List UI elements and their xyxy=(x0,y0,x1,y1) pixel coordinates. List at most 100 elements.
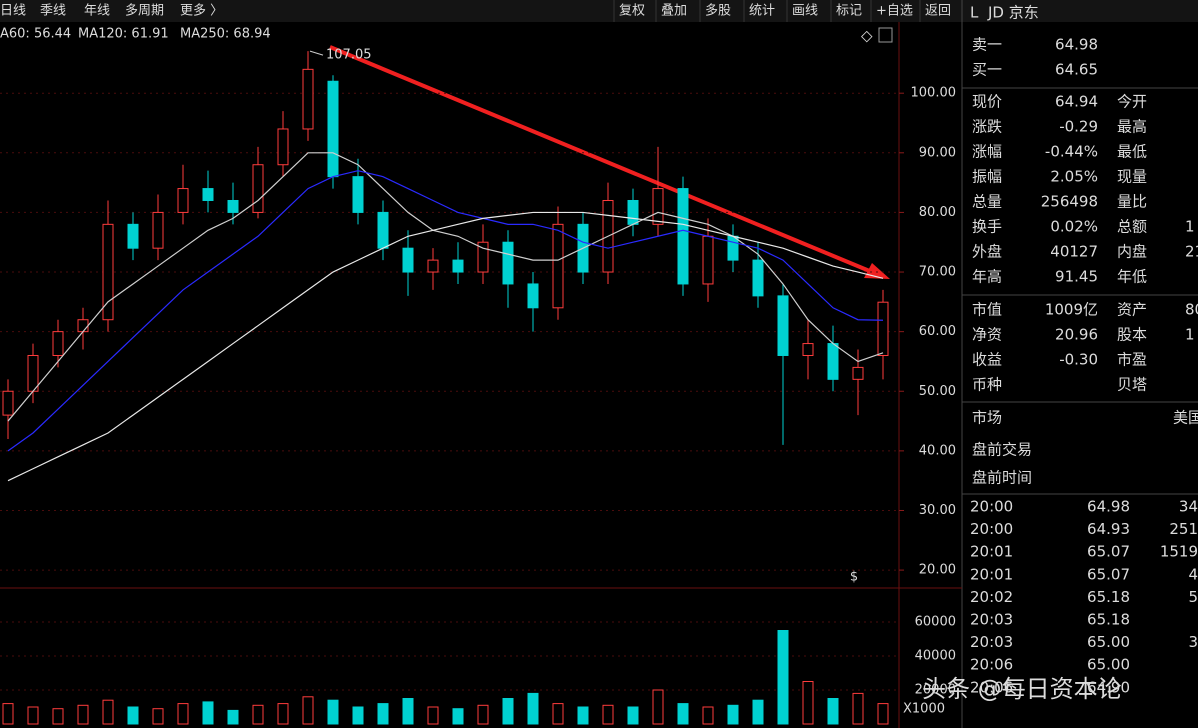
candle-body xyxy=(252,164,264,213)
volume-bar xyxy=(702,706,714,725)
volume-bar xyxy=(102,699,114,725)
watermark: 头条 @每日资本论 xyxy=(922,675,1122,703)
volume-bar xyxy=(752,699,764,725)
candle-body xyxy=(652,188,664,225)
volume-bar xyxy=(2,703,14,725)
toolbar-button[interactable]: 返回 xyxy=(925,4,951,19)
field-value: 40127 xyxy=(1050,243,1098,261)
trend-arrow xyxy=(329,45,873,274)
volume-bar xyxy=(377,703,389,725)
candle-body xyxy=(327,80,339,178)
toolbar-button[interactable]: 画线 xyxy=(792,4,818,19)
candle-body xyxy=(227,199,239,213)
field-label: 买一 xyxy=(972,61,1002,79)
volume-bar xyxy=(802,681,814,725)
toolbar-item[interactable]: 多周期 xyxy=(125,3,164,19)
trade-price: 64.93 xyxy=(1087,520,1130,538)
field-label: 内盘 xyxy=(1117,243,1147,261)
y-tick-label: 40000 xyxy=(915,649,956,664)
volume-bar xyxy=(552,703,564,725)
field-value: 1 xyxy=(1185,218,1195,236)
candle-body xyxy=(377,211,389,249)
candle-body xyxy=(427,259,439,273)
field-value: 2.05% xyxy=(1050,168,1098,186)
field-value: 64.98 xyxy=(1055,36,1098,54)
field-label: 振幅 xyxy=(972,168,1002,186)
field-label: 现价 xyxy=(972,93,1002,111)
volume-bar xyxy=(577,706,589,725)
volume-bar xyxy=(352,706,364,725)
volume-bar xyxy=(227,709,239,725)
candle-body xyxy=(477,241,489,273)
trade-price: 65.18 xyxy=(1087,588,1130,606)
candle-body xyxy=(52,331,64,356)
toolbar-item[interactable]: 年线 xyxy=(84,4,110,19)
toolbar-button[interactable]: 复权 xyxy=(619,3,645,19)
candle-body xyxy=(802,343,814,356)
field-label: 市值 xyxy=(972,301,1002,319)
high-label: 107.05 xyxy=(326,48,372,63)
trade-time: 20:01 xyxy=(970,543,1013,561)
volume-bar xyxy=(452,708,464,725)
field-label: 涨跌 xyxy=(972,118,1002,136)
candle-body xyxy=(852,366,864,380)
field-value: 0.02% xyxy=(1050,218,1098,236)
toolbar-item[interactable]: 更多 〉 xyxy=(180,3,223,19)
field-label: 今开 xyxy=(1117,93,1147,111)
icon[interactable] xyxy=(878,27,893,43)
toolbar-item[interactable]: 日线 xyxy=(0,4,26,19)
field-label: 卖一 xyxy=(972,36,1002,54)
field-label: 年低 xyxy=(1117,268,1147,286)
candle-body xyxy=(877,301,889,356)
toolbar-button[interactable]: 标记 xyxy=(836,4,862,19)
volume-bar xyxy=(502,698,514,725)
field-label: 涨幅 xyxy=(972,143,1002,161)
candle-body xyxy=(502,241,514,285)
field-label: 换手 xyxy=(972,218,1002,236)
candle-body xyxy=(727,235,739,261)
legend-entry: MA120: 61.91 xyxy=(78,27,169,42)
volume-bar xyxy=(527,692,539,725)
trade-price: 65.00 xyxy=(1087,656,1130,674)
legend-entry: A60: 56.44 xyxy=(0,27,71,42)
field-label: 现量 xyxy=(1117,168,1147,186)
icon[interactable]: ◇ xyxy=(861,27,873,45)
field-label: 总额 xyxy=(1117,218,1147,236)
field-value: -0.44% xyxy=(1045,143,1098,161)
trade-time: 20:06 xyxy=(970,656,1013,674)
field-label: 股本 xyxy=(1117,326,1147,344)
quote-mark: L xyxy=(970,4,979,22)
trade-price: 65.07 xyxy=(1087,543,1130,561)
field-label: 贝塔 xyxy=(1117,376,1147,394)
toolbar-button[interactable]: 统计 xyxy=(749,4,775,19)
volume-bar xyxy=(427,706,439,725)
y-tick-label: 30.00 xyxy=(919,503,956,518)
candle-body xyxy=(302,68,314,130)
legend-entry: MA250: 68.94 xyxy=(180,27,271,42)
volume-bar xyxy=(402,698,414,725)
toolbar-button[interactable]: 多股 xyxy=(705,3,731,19)
candle-body xyxy=(452,259,464,273)
ma-line xyxy=(7,170,884,452)
ma-line xyxy=(7,211,884,482)
trade-time: 20:02 xyxy=(970,588,1013,606)
field-value: 91.45 xyxy=(1055,268,1098,286)
volume-bar xyxy=(177,703,189,725)
field-value: 64.65 xyxy=(1055,61,1098,79)
toolbar-item[interactable]: 季线 xyxy=(40,4,66,19)
quote-name: JD 京东 xyxy=(987,4,1039,22)
field-label: 年高 xyxy=(972,268,1002,286)
candle-body xyxy=(827,343,839,380)
toolbar-button[interactable]: +自选 xyxy=(876,4,913,19)
volume-bar xyxy=(52,708,64,725)
y-tick-label: 20000 xyxy=(915,683,956,698)
high-pointer xyxy=(309,50,324,56)
candle-body xyxy=(77,319,89,333)
field-label: 盘前时间 xyxy=(972,469,1032,487)
toolbar-button[interactable]: 叠加 xyxy=(661,4,687,19)
trade-price: 65.18 xyxy=(1087,611,1130,629)
volume-bar xyxy=(827,698,839,725)
candle-body xyxy=(277,128,289,166)
